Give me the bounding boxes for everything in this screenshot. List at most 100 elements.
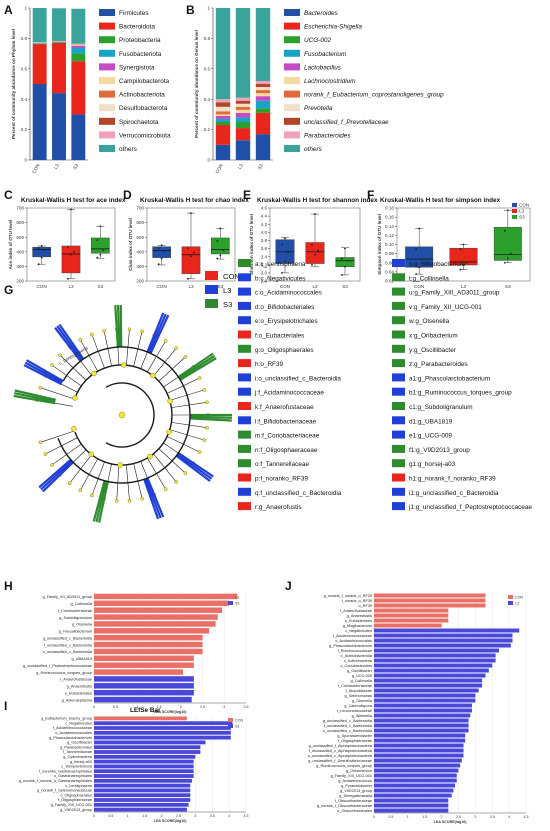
lda-bar xyxy=(374,648,499,653)
taxon-swatch xyxy=(238,487,251,496)
data-point xyxy=(70,253,72,256)
legend-label: Parabacteroides xyxy=(304,132,351,139)
x-tick-label: L3 xyxy=(461,284,467,289)
taxon-swatch xyxy=(392,387,405,396)
legend-label: others xyxy=(119,146,137,153)
bar-segment xyxy=(215,106,231,112)
legend-label: S3 xyxy=(235,725,239,729)
taxon-label: n:f_Oligosphaeraceae xyxy=(255,447,318,454)
legend-swatch xyxy=(284,22,300,30)
bar-segment xyxy=(255,87,271,91)
taxon-label: p:f_noranko_RF39 xyxy=(255,476,308,483)
lda-bar xyxy=(94,721,233,726)
lda-bar xyxy=(94,641,203,648)
taxon-swatch xyxy=(392,301,405,310)
data-point xyxy=(459,248,462,250)
bar-label: f_Oligosphaeraceae xyxy=(338,739,372,743)
x-tick-label: 1 xyxy=(127,814,129,818)
highlight-branch xyxy=(146,312,165,353)
data-point xyxy=(40,245,43,247)
panel-a-chart: 0 0.2 0.4 0.6 0.8 1 CON L3 S3 Percent of communit… xyxy=(11,6,171,175)
bar-label: g_Catenulispora xyxy=(344,704,373,708)
bar-label: g_Selenomonas xyxy=(345,694,373,698)
y-tick-label: 400 xyxy=(136,249,144,254)
x-tick-label: 3.5 xyxy=(490,815,495,819)
bar-label: g_Collinsella xyxy=(350,679,372,683)
legend-label: Bacteroidota xyxy=(119,24,155,31)
y-tick-label: 0.12 xyxy=(385,233,394,238)
legend-label: others xyxy=(304,146,323,153)
legend-swatch xyxy=(228,718,233,722)
lda-bar xyxy=(374,753,464,758)
box xyxy=(335,257,355,268)
bar-label: o_Coriobacteriales xyxy=(340,664,372,668)
lda-bar xyxy=(94,798,191,802)
lda-bar xyxy=(374,748,464,753)
bar-label: f_unclassified_c_Bacteroidia xyxy=(44,643,93,647)
bar-label: g_unclassified_c_Bacteroidia xyxy=(323,719,373,723)
y-tick-label: 0.16 xyxy=(385,215,394,220)
legend-swatch xyxy=(284,90,300,98)
lda-bar xyxy=(374,743,464,748)
leaf-node xyxy=(114,499,119,503)
lda-bar xyxy=(94,634,203,641)
bar-segment xyxy=(235,109,251,113)
lda-bar xyxy=(374,728,469,733)
x-tick-label: 0 xyxy=(373,815,375,819)
taxon-label: x:g_Oribacterium xyxy=(409,333,458,340)
taxon-label: h:o_RF39 xyxy=(255,361,284,368)
chart-title: Kruskal-Wallis H test for ace index xyxy=(21,197,126,204)
legend-label: Lachnoclostridium xyxy=(304,78,356,85)
y-tick-label: 0.8 xyxy=(21,36,28,41)
data-point xyxy=(37,263,40,266)
bar-label: o_RF39 xyxy=(358,604,372,608)
leaf-node xyxy=(183,471,188,475)
y-tick-label: 4.0 xyxy=(261,230,268,235)
legend-label: CON xyxy=(515,596,523,600)
x-axis-label: LDA SCORE(log10) xyxy=(154,819,188,823)
bar-label: g_Acidaminococcus xyxy=(338,779,372,783)
y-tick-label: 0.18 xyxy=(385,206,394,211)
taxon-label: c:o_Acidaminococcales xyxy=(255,290,322,297)
legend-swatch xyxy=(99,117,115,125)
internal-node xyxy=(91,370,97,377)
legend-label: UCG-002 xyxy=(304,37,331,44)
bar-segment xyxy=(215,144,231,160)
data-point xyxy=(281,271,283,274)
internal-node xyxy=(72,395,78,401)
bar-label: g_Weissella xyxy=(352,714,373,718)
lda-bar xyxy=(374,758,462,763)
leaf-node xyxy=(174,480,178,484)
leaf-node xyxy=(102,329,106,333)
panel-d-chart: Kruskal-Wallis H test for chao index 200 3… xyxy=(128,197,249,289)
leaf-node xyxy=(163,487,168,491)
legend-swatch xyxy=(508,601,513,605)
bar-label: o_Oligosphaerales xyxy=(60,793,92,797)
bar-segment xyxy=(71,46,86,48)
data-point xyxy=(506,209,509,212)
highlight-branch xyxy=(42,461,74,493)
taxon-label: a:c_Lentisphaeria xyxy=(255,261,306,268)
leaf-node xyxy=(197,450,202,454)
taxon-label: m:f_Coriobacteriaceae xyxy=(255,433,320,440)
bar-label: g_Olsenella xyxy=(72,623,93,627)
bar-label: g_norank_f_norank_o_Gastranaerophilales xyxy=(19,779,92,783)
y-tick-label: 1 xyxy=(207,6,210,11)
highlight-branch xyxy=(13,394,56,405)
bar-segment xyxy=(235,117,251,122)
x-tick-label: CON xyxy=(157,284,167,289)
legend-swatch xyxy=(99,90,115,98)
lda-bar xyxy=(94,759,194,764)
y-tick-label: 4.4 xyxy=(261,214,268,219)
legend-swatch xyxy=(99,104,115,112)
x-tick-label: 0.5 xyxy=(388,815,393,819)
bar-label: c_Negativicutes xyxy=(345,629,372,633)
data-point xyxy=(67,246,69,249)
legend-swatch xyxy=(284,117,300,125)
data-point xyxy=(341,257,343,260)
legend-swatch xyxy=(99,77,115,84)
bar-label: f_Anaerofustaceae xyxy=(340,609,372,613)
lda-bar xyxy=(94,769,194,774)
bar-segment xyxy=(255,84,271,88)
lda-bar xyxy=(94,696,192,703)
